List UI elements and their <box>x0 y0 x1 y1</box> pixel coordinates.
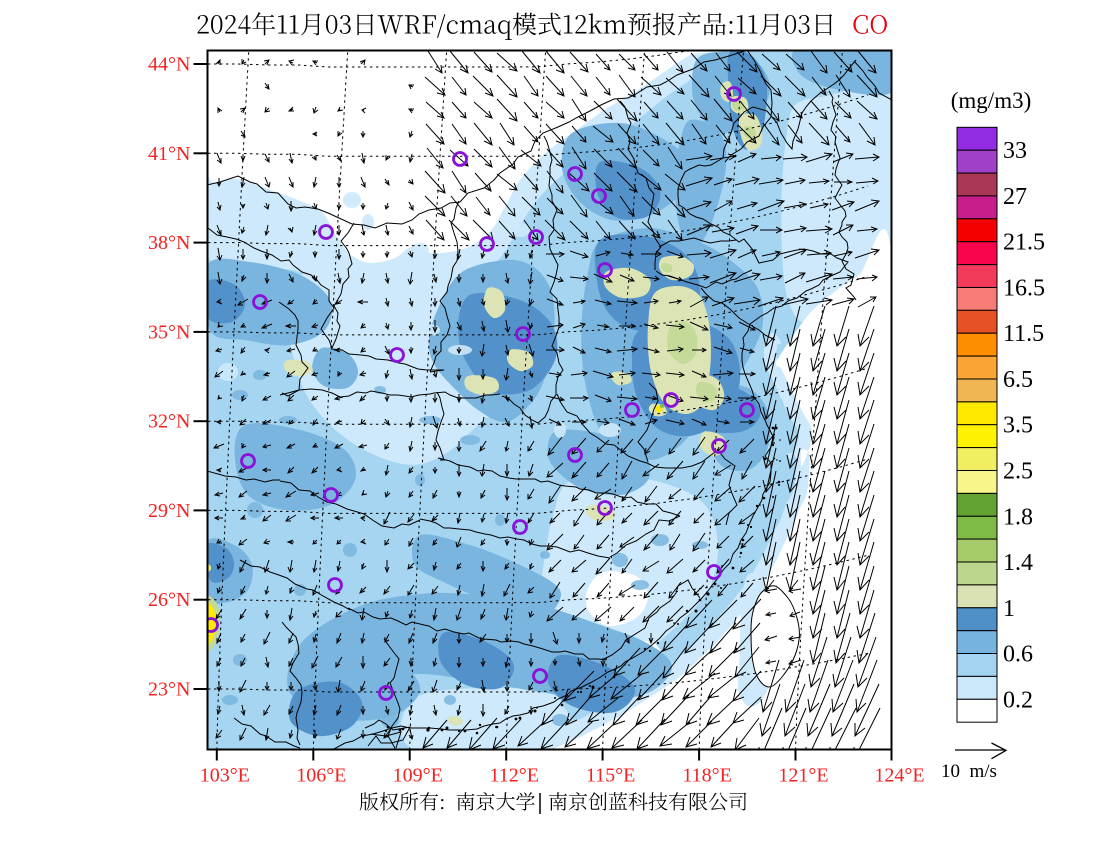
svg-text:33: 33 <box>1003 138 1027 164</box>
svg-text:27: 27 <box>1003 184 1027 210</box>
svg-text:41°N: 41°N <box>148 143 190 165</box>
svg-text:1.8: 1.8 <box>1003 504 1033 530</box>
svg-text:26°N: 26°N <box>148 589 190 611</box>
svg-text:0.6: 0.6 <box>1003 642 1033 668</box>
svg-text:115°E: 115°E <box>586 765 635 787</box>
svg-text:11.5: 11.5 <box>1003 321 1044 347</box>
svg-text:44°N: 44°N <box>148 54 190 76</box>
svg-text:1.4: 1.4 <box>1003 550 1033 576</box>
svg-text:38°N: 38°N <box>148 232 190 254</box>
svg-text:23°N: 23°N <box>148 679 190 701</box>
svg-text:(mg/m3): (mg/m3) <box>951 88 1032 113</box>
svg-text:32°N: 32°N <box>148 411 190 433</box>
svg-text:106°E: 106°E <box>296 765 346 787</box>
svg-text:0.2: 0.2 <box>1003 687 1033 713</box>
svg-text:29°N: 29°N <box>148 500 190 522</box>
svg-text:121°E: 121°E <box>778 765 828 787</box>
svg-text:2.5: 2.5 <box>1003 459 1033 485</box>
svg-text:6.5: 6.5 <box>1003 367 1033 393</box>
svg-text:16.5: 16.5 <box>1003 276 1045 302</box>
svg-text:118°E: 118°E <box>682 765 731 787</box>
svg-text:109°E: 109°E <box>393 765 443 787</box>
svg-text:124°E: 124°E <box>874 765 924 787</box>
svg-text:21.5: 21.5 <box>1003 230 1045 256</box>
svg-text:10 m/s: 10 m/s <box>941 761 997 782</box>
svg-text:35°N: 35°N <box>148 321 190 343</box>
svg-text:1: 1 <box>1003 596 1015 622</box>
svg-text:103°E: 103°E <box>200 765 250 787</box>
svg-text:112°E: 112°E <box>489 765 538 787</box>
svg-text:3.5: 3.5 <box>1003 413 1033 439</box>
